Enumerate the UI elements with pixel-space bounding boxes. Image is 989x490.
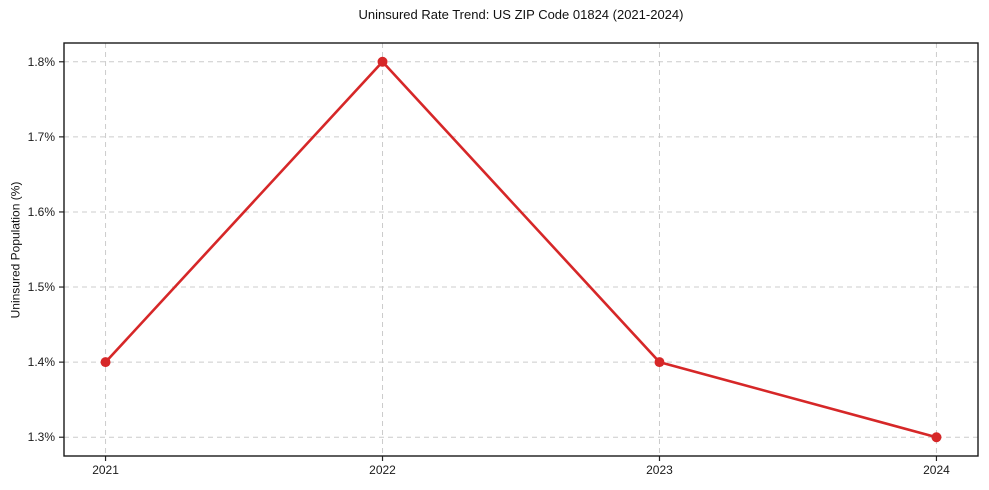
y-tick-label: 1.7% bbox=[28, 130, 56, 144]
y-tick-label: 1.3% bbox=[28, 430, 56, 444]
y-tick-label: 1.6% bbox=[28, 205, 56, 219]
x-tick-label: 2022 bbox=[369, 463, 396, 477]
x-tick-label: 2024 bbox=[923, 463, 950, 477]
data-point-marker bbox=[377, 56, 388, 67]
y-tick-label: 1.4% bbox=[28, 355, 56, 369]
data-point-marker bbox=[100, 357, 111, 368]
data-point-marker bbox=[654, 357, 665, 368]
y-tick-label: 1.5% bbox=[28, 280, 56, 294]
x-tick-label: 2021 bbox=[92, 463, 119, 477]
chart-title: Uninsured Rate Trend: US ZIP Code 01824 … bbox=[358, 7, 684, 22]
axes-border bbox=[63, 42, 979, 457]
y-tick-label: 1.8% bbox=[28, 55, 56, 69]
trend-line bbox=[104, 60, 938, 439]
x-tick-label: 2023 bbox=[646, 463, 673, 477]
data-point-marker bbox=[931, 432, 942, 443]
